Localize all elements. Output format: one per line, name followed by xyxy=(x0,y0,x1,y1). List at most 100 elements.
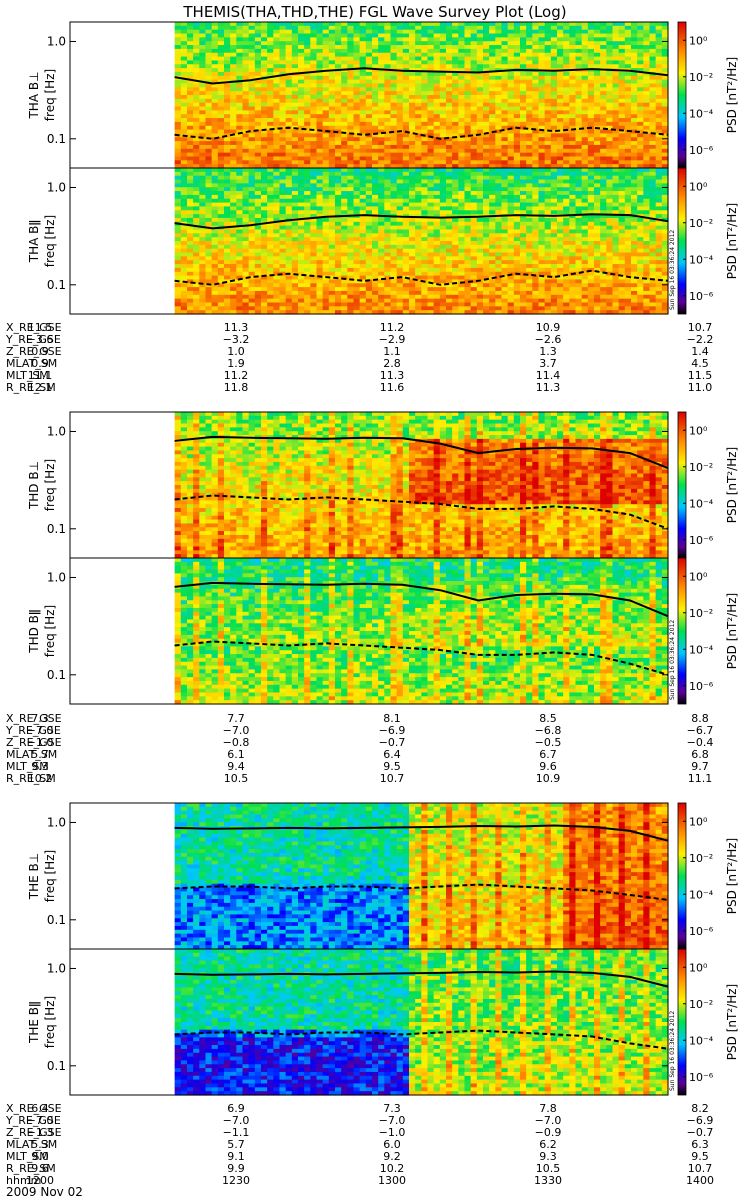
heatmap-cell xyxy=(353,34,360,38)
heatmap-cell xyxy=(631,83,638,87)
heatmap-cell xyxy=(446,256,453,260)
heatmap-cell xyxy=(218,141,225,145)
heatmap-cell xyxy=(421,264,428,268)
heatmap-cell xyxy=(600,137,607,141)
heatmap-cell xyxy=(551,41,558,45)
heatmap-cell xyxy=(384,72,391,76)
heatmap-cell xyxy=(316,83,323,87)
heatmap-cell xyxy=(458,160,465,164)
heatmap-cell xyxy=(378,141,385,145)
heatmap-cell xyxy=(471,41,478,45)
heatmap-cell xyxy=(409,206,416,210)
heatmap-cell xyxy=(421,272,428,276)
heatmap-cell xyxy=(477,137,484,141)
heatmap-cell xyxy=(440,222,447,226)
heatmap-cell xyxy=(199,237,206,241)
heatmap-cell xyxy=(446,260,453,264)
heatmap-cell xyxy=(588,34,595,38)
heatmap-cell xyxy=(249,60,256,64)
heatmap-cell xyxy=(360,191,367,195)
heatmap-cell xyxy=(199,272,206,276)
heatmap-cell xyxy=(625,133,632,137)
heatmap-cell xyxy=(292,206,299,210)
heatmap-cell xyxy=(298,153,305,157)
heatmap-cell xyxy=(539,103,546,107)
heatmap-cell xyxy=(409,83,416,87)
heatmap-cell xyxy=(181,60,188,64)
heatmap-cell xyxy=(181,272,188,276)
heatmap-cell xyxy=(397,45,404,49)
heatmap-cell xyxy=(650,34,657,38)
heatmap-cell xyxy=(495,99,502,103)
heatmap-cell xyxy=(569,41,576,45)
heatmap-cell xyxy=(446,57,453,61)
heatmap-cell xyxy=(236,176,243,180)
heatmap-cell xyxy=(230,183,237,187)
heatmap-cell xyxy=(563,76,570,80)
heatmap-cell xyxy=(415,229,422,233)
heatmap-cell xyxy=(218,149,225,153)
heatmap-cell xyxy=(353,153,360,157)
heatmap-cell xyxy=(298,95,305,99)
heatmap-cell xyxy=(199,168,206,172)
heatmap-cell xyxy=(261,149,268,153)
heatmap-cell xyxy=(181,291,188,295)
heatmap-cell xyxy=(384,187,391,191)
heatmap-cell xyxy=(286,83,293,87)
heatmap-cell xyxy=(403,80,410,84)
heatmap-cell xyxy=(434,30,441,34)
heatmap-cell xyxy=(366,222,373,226)
heatmap-cell xyxy=(563,95,570,99)
heatmap-cell xyxy=(471,149,478,153)
heatmap-cell xyxy=(323,145,330,149)
heatmap-cell xyxy=(446,30,453,34)
heatmap-cell xyxy=(477,302,484,306)
heatmap-cell xyxy=(310,168,317,172)
heatmap-cell xyxy=(600,41,607,45)
heatmap-cell xyxy=(242,233,249,237)
heatmap-cell xyxy=(286,110,293,114)
heatmap-cell xyxy=(242,237,249,241)
heatmap-cell xyxy=(212,49,219,53)
heatmap-cell xyxy=(501,37,508,41)
heatmap-cell xyxy=(212,126,219,130)
heatmap-cell xyxy=(255,260,262,264)
heatmap-cell xyxy=(212,229,219,233)
heatmap-cell xyxy=(329,149,336,153)
heatmap-cell xyxy=(582,110,589,114)
heatmap-cell xyxy=(434,37,441,41)
heatmap-cell xyxy=(539,160,546,164)
heatmap-cell xyxy=(304,57,311,61)
heatmap-cell xyxy=(341,37,348,41)
heatmap-cell xyxy=(656,91,663,95)
heatmap-cell xyxy=(298,34,305,38)
heatmap-cell xyxy=(353,253,360,257)
heatmap-cell xyxy=(329,60,336,64)
heatmap-cell xyxy=(187,199,194,203)
heatmap-cell xyxy=(378,206,385,210)
heatmap-cell xyxy=(353,141,360,145)
heatmap-cell xyxy=(261,83,268,87)
heatmap-cell xyxy=(261,34,268,38)
heatmap-cell xyxy=(409,72,416,76)
heatmap-cell xyxy=(471,145,478,149)
heatmap-cell xyxy=(218,145,225,149)
heatmap-cell xyxy=(187,107,194,111)
heatmap-cell xyxy=(637,118,644,122)
heatmap-cell xyxy=(199,180,206,184)
heatmap-cell xyxy=(181,210,188,214)
heatmap-cell xyxy=(242,156,249,160)
heatmap-cell xyxy=(421,218,428,222)
heatmap-cell xyxy=(545,145,552,149)
heatmap-cell xyxy=(427,299,434,303)
heatmap-cell xyxy=(347,149,354,153)
heatmap-cell xyxy=(366,83,373,87)
heatmap-cell xyxy=(520,80,527,84)
heatmap-cell xyxy=(378,187,385,191)
heatmap-cell xyxy=(520,160,527,164)
heatmap-cell xyxy=(212,264,219,268)
heatmap-cell xyxy=(175,103,182,107)
heatmap-cell xyxy=(440,245,447,249)
heatmap-cell xyxy=(224,203,231,207)
heatmap-cell xyxy=(230,114,237,118)
